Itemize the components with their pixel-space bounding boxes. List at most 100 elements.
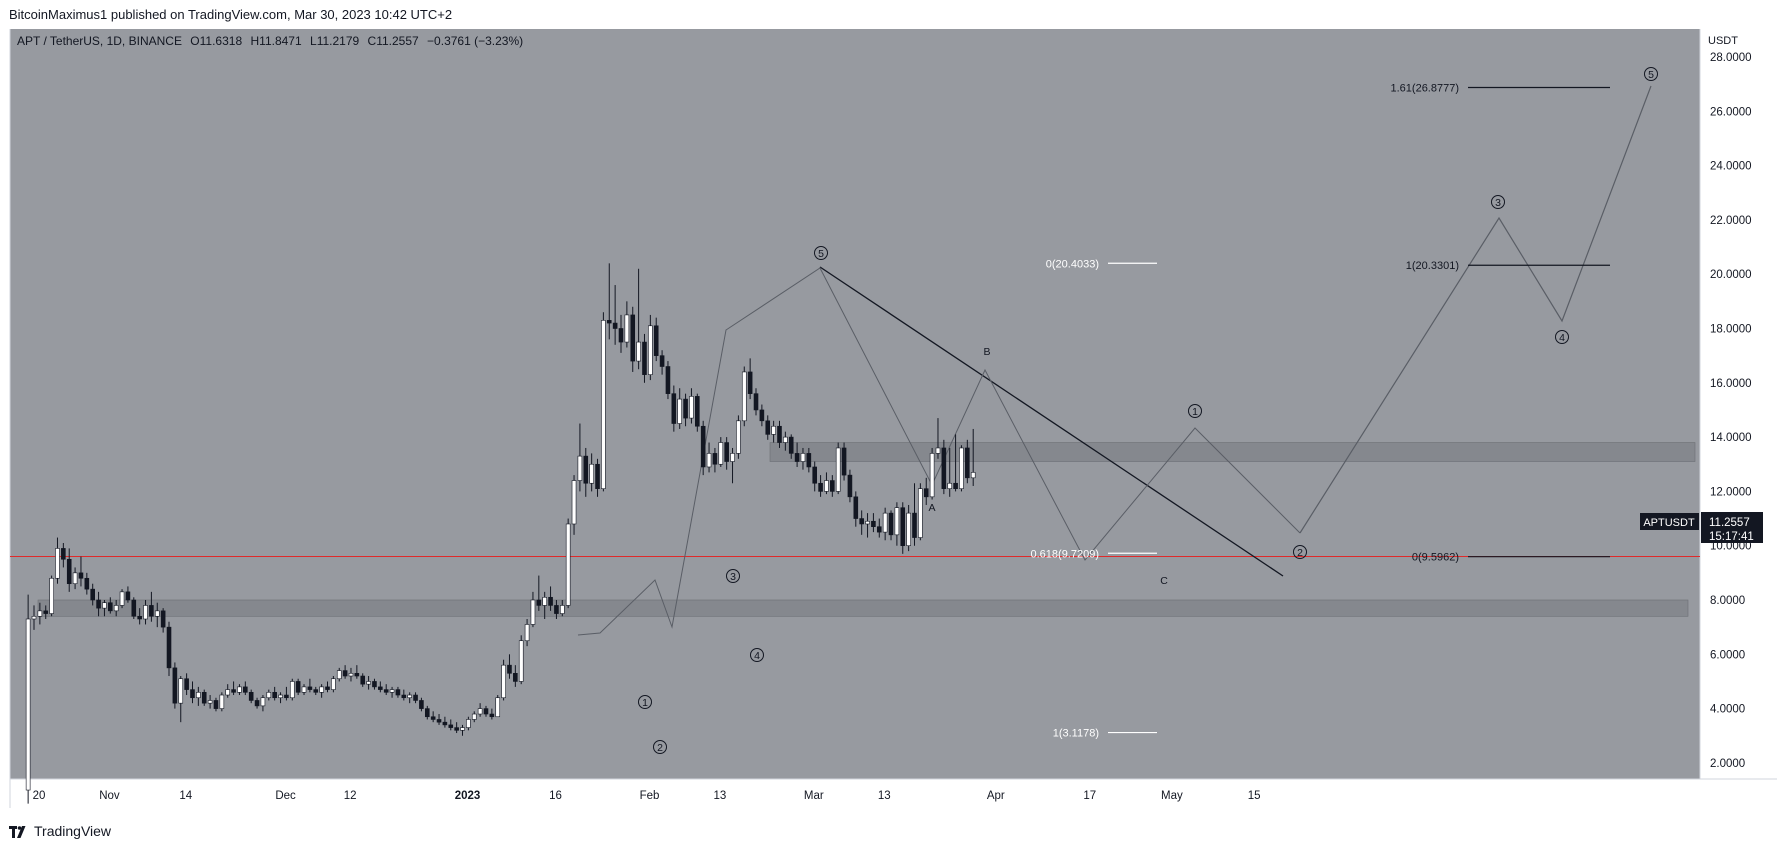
candle-body (272, 692, 277, 699)
candle-body (524, 624, 530, 642)
price-axis-tick-label: 16.0000 (1710, 378, 1752, 390)
ticker-tag-text: APTUSDT (1643, 517, 1695, 529)
descending-resistance-trendline (819, 266, 1284, 577)
candle-body (806, 453, 812, 468)
candle-body (348, 673, 354, 677)
wave-label: 2 (1297, 547, 1303, 559)
time-axis-panel[interactable] (10, 779, 1777, 808)
candle-body (577, 455, 583, 481)
time-axis-tick-label: 16 (549, 790, 562, 802)
candle-body (395, 689, 401, 696)
price-axis-tick-label: 10.0000 (1710, 541, 1752, 553)
footer: TradingView (0, 818, 1777, 845)
candle-body (536, 599, 542, 606)
time-axis-tick-label: 2023 (455, 790, 481, 802)
candle-body (507, 664, 512, 674)
footer-brand[interactable]: TradingView (34, 823, 112, 839)
candle-body (642, 341, 647, 375)
candle-body (284, 694, 289, 699)
candle-body (565, 523, 571, 606)
price-axis-tick-label: 14.0000 (1710, 432, 1752, 444)
candle-body (612, 322, 618, 329)
candle-body (289, 681, 295, 699)
candle-body (677, 398, 683, 424)
projected-wave-path (1299, 85, 1652, 534)
candle-body (518, 640, 524, 682)
candle-body (43, 610, 49, 614)
candle-body (841, 447, 847, 476)
candle-body (630, 314, 636, 362)
candle-body (888, 512, 894, 536)
time-axis-tick-label: Nov (99, 790, 120, 802)
candle-body (882, 512, 888, 533)
candle-body (201, 692, 207, 704)
candle-body (401, 694, 407, 699)
candle-body (724, 442, 729, 462)
candle-body (648, 325, 653, 375)
candle-body (448, 724, 454, 728)
wave-label-circle (1293, 545, 1307, 559)
candle-body (102, 602, 107, 609)
price-axis-tick-label: 24.0000 (1710, 161, 1752, 173)
candle-body (830, 480, 835, 492)
legend-low-label: L (310, 34, 317, 48)
time-axis-tick-label: 20 (33, 790, 46, 802)
wave-label-circle (638, 695, 652, 709)
candle-body (824, 480, 829, 492)
candle-body (466, 719, 471, 728)
price-axis-tick-label: 22.0000 (1710, 215, 1752, 227)
time-axis-tick-label: Feb (640, 790, 660, 802)
candle-body (513, 673, 518, 682)
wave-label: 1 (642, 697, 648, 709)
candle-body (254, 700, 260, 707)
legend-high-value: 11.8471 (259, 34, 302, 48)
price-axis-tick-label: 6.0000 (1710, 649, 1745, 661)
candle-body (72, 572, 78, 585)
candle-body (295, 681, 301, 693)
candle-body (894, 507, 900, 536)
legend-change: −0.3761 (−3.23%) (427, 34, 523, 48)
fib-level-label: 1(3.1178) (1053, 728, 1099, 740)
candle-body (25, 618, 31, 791)
candle-body (865, 520, 870, 525)
wave-label: 4 (754, 650, 760, 662)
candle-body (965, 447, 970, 479)
candle-body (313, 689, 319, 693)
candle-body (336, 670, 342, 680)
candle-body (736, 420, 741, 454)
support-resistance-zone (769, 442, 1696, 462)
candle-body (818, 482, 823, 492)
candle-body (90, 588, 95, 601)
fib-level-label: 0(9.5962) (1412, 552, 1459, 564)
candle-body (207, 700, 213, 704)
candle-body (436, 719, 442, 723)
candle-body (108, 602, 113, 612)
candle-body (213, 700, 219, 709)
candle-body (231, 689, 236, 693)
candle-body (935, 447, 941, 454)
candle-body (606, 320, 612, 324)
legend-open-label: O (190, 34, 199, 48)
wave-label: 5 (818, 248, 824, 260)
candle-body (407, 694, 412, 699)
candle-body (912, 512, 917, 538)
candle-body (196, 692, 201, 699)
candle-body (178, 678, 184, 704)
price-axis-tick-label: 28.0000 (1710, 52, 1752, 64)
price-axis-tick-label: 18.0000 (1710, 324, 1752, 336)
wave-label: 3 (730, 571, 736, 583)
candle-body (248, 692, 254, 701)
candle-body (37, 610, 43, 617)
price-axis-panel[interactable] (1700, 29, 1777, 779)
fib-level-label: 0.618(9.7209) (1031, 548, 1100, 560)
candle-body (759, 409, 765, 422)
candle-body (871, 520, 876, 527)
price-tag: APTUSDT 11.2557 15:17:41 (1640, 512, 1763, 543)
time-axis-tick-label: Dec (275, 790, 296, 802)
candle-body (137, 615, 142, 620)
candle-body (941, 447, 947, 489)
candle-body (471, 713, 477, 720)
price-tag-value: 11.2557 (1709, 517, 1750, 529)
candle-body (454, 727, 459, 731)
